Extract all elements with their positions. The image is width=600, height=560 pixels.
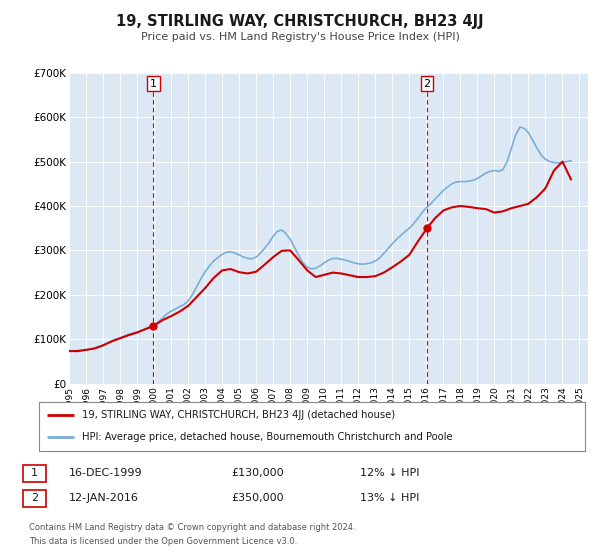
Text: £350,000: £350,000: [231, 493, 284, 503]
Text: Price paid vs. HM Land Registry's House Price Index (HPI): Price paid vs. HM Land Registry's House …: [140, 32, 460, 43]
Text: 1: 1: [150, 78, 157, 88]
Text: 13% ↓ HPI: 13% ↓ HPI: [360, 493, 419, 503]
Text: HPI: Average price, detached house, Bournemouth Christchurch and Poole: HPI: Average price, detached house, Bour…: [82, 432, 452, 442]
Text: 12% ↓ HPI: 12% ↓ HPI: [360, 468, 419, 478]
Text: 1: 1: [31, 468, 38, 478]
Text: £130,000: £130,000: [231, 468, 284, 478]
Text: 2: 2: [31, 493, 38, 503]
Text: 19, STIRLING WAY, CHRISTCHURCH, BH23 4JJ (detached house): 19, STIRLING WAY, CHRISTCHURCH, BH23 4JJ…: [82, 410, 395, 420]
Text: 12-JAN-2016: 12-JAN-2016: [69, 493, 139, 503]
Text: 2: 2: [424, 78, 431, 88]
Text: Contains HM Land Registry data © Crown copyright and database right 2024.: Contains HM Land Registry data © Crown c…: [29, 523, 355, 532]
Text: 16-DEC-1999: 16-DEC-1999: [69, 468, 143, 478]
Text: This data is licensed under the Open Government Licence v3.0.: This data is licensed under the Open Gov…: [29, 537, 297, 546]
Text: 19, STIRLING WAY, CHRISTCHURCH, BH23 4JJ: 19, STIRLING WAY, CHRISTCHURCH, BH23 4JJ: [116, 14, 484, 29]
